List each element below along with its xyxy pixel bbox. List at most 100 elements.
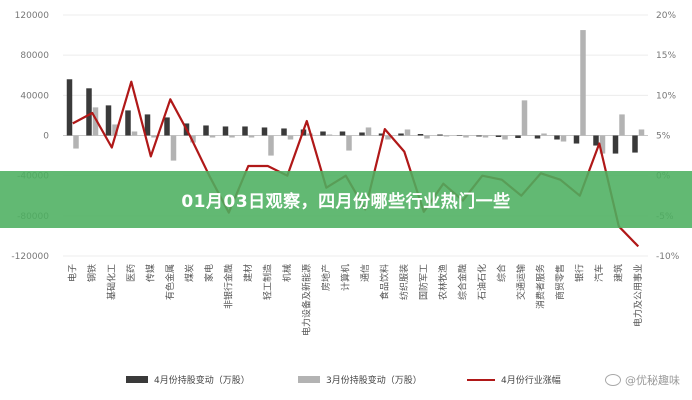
right-tick-label: -10% xyxy=(656,252,680,262)
x-tick-label: 交通运输 xyxy=(515,264,527,300)
april-bar xyxy=(613,136,619,154)
x-tick-label: 基础化工 xyxy=(105,264,117,300)
watermark: @优秘趣味 xyxy=(605,372,680,388)
march-bar xyxy=(619,114,625,135)
x-tick-label: 煤炭 xyxy=(183,264,195,282)
x-tick-label: 建材 xyxy=(242,264,254,282)
x-tick-label: 商贸零售 xyxy=(554,264,566,300)
march-bar xyxy=(639,129,645,135)
legend-item-march: 3月份持股变动（万股） xyxy=(298,373,422,386)
banner-title: 01月03日观察，四月份哪些行业热门一些 xyxy=(181,187,510,212)
april-bar xyxy=(340,131,346,135)
x-tick-label: 综合 xyxy=(495,264,507,282)
march-bar xyxy=(561,136,567,142)
april-bar xyxy=(496,136,502,138)
x-tick-label: 计算机 xyxy=(339,264,351,291)
march-bar xyxy=(366,127,372,135)
legend-swatch-april xyxy=(126,376,148,383)
eye-icon xyxy=(605,374,621,386)
left-tick-label: 80000 xyxy=(20,51,49,61)
march-bar xyxy=(288,136,294,140)
x-tick-label: 电子 xyxy=(66,264,78,282)
april-bar xyxy=(125,110,131,135)
march-bar xyxy=(541,133,547,135)
march-bar xyxy=(73,136,79,149)
legend-swatch-line xyxy=(467,379,495,381)
x-tick-label: 通信 xyxy=(359,264,371,282)
x-tick-label: 电力设备及新能源 xyxy=(300,264,312,336)
left-tick-label: -120000 xyxy=(11,252,49,262)
x-tick-label: 有色金属 xyxy=(164,264,176,300)
x-tick-label: 纺织服装 xyxy=(398,264,410,300)
march-bar xyxy=(268,136,274,156)
left-tick-label: 0 xyxy=(43,132,49,142)
march-bar xyxy=(249,136,255,138)
april-bar-series xyxy=(67,79,638,153)
april-bar xyxy=(632,136,638,153)
march-bar xyxy=(483,136,489,138)
legend-item-april: 4月份持股变动（万股） xyxy=(126,373,250,386)
x-tick-label: 建筑 xyxy=(612,264,624,282)
march-bar xyxy=(405,129,411,135)
right-tick-label: 5% xyxy=(656,132,671,142)
april-bar xyxy=(535,136,541,139)
x-tick-label: 综合金融 xyxy=(456,264,468,300)
april-bar xyxy=(574,136,580,144)
legend-swatch-march xyxy=(298,376,320,383)
x-tick-label: 消费者服务 xyxy=(534,264,546,309)
march-bar xyxy=(171,136,177,161)
march-bar xyxy=(424,136,430,139)
april-bar xyxy=(437,134,443,135)
x-tick-label: 机械 xyxy=(281,264,293,282)
april-bar xyxy=(67,79,73,135)
march-bar xyxy=(210,136,216,138)
watermark-text: @优秘趣味 xyxy=(625,372,680,388)
x-tick-label: 非银行金融 xyxy=(222,264,234,309)
march-bar xyxy=(346,136,352,151)
april-bar xyxy=(164,117,170,135)
x-tick-label: 医药 xyxy=(126,264,137,282)
x-tick-label: 房地产 xyxy=(320,264,332,291)
x-tick-label: 传媒 xyxy=(144,264,156,282)
april-bar xyxy=(515,136,521,139)
legend-label-march: 3月份持股变动（万股） xyxy=(326,373,422,386)
april-bar xyxy=(320,131,326,135)
march-bar xyxy=(444,136,450,137)
x-tick-label: 汽车 xyxy=(593,264,605,282)
legend-label-line: 4月份行业涨幅 xyxy=(501,373,561,386)
right-tick-label: 15% xyxy=(656,51,676,61)
march-bar xyxy=(132,131,138,135)
april-bar xyxy=(281,128,287,135)
march-bar xyxy=(580,30,586,135)
april-bar xyxy=(418,134,424,136)
left-tick-label: 120000 xyxy=(15,11,50,21)
april-bar xyxy=(476,136,482,137)
march-bar xyxy=(463,136,469,138)
left-tick-label: 40000 xyxy=(20,91,49,101)
x-tick-label: 家电 xyxy=(203,264,215,282)
march-bar xyxy=(229,136,235,138)
x-tick-label: 钢铁 xyxy=(86,264,98,282)
right-tick-label: 20% xyxy=(656,11,676,21)
april-bar xyxy=(203,125,209,135)
x-tick-label: 电力及公用事业 xyxy=(632,264,644,327)
legend-label-april: 4月份持股变动（万股） xyxy=(154,373,250,386)
x-tick-label: 食品饮料 xyxy=(378,264,390,300)
march-bar xyxy=(327,134,333,135)
april-bar xyxy=(359,132,365,135)
legend-item-line: 4月份行业涨幅 xyxy=(467,373,561,386)
march-bar xyxy=(151,136,157,138)
april-bar xyxy=(457,135,463,136)
april-bar xyxy=(262,127,268,135)
april-bar xyxy=(593,136,599,146)
april-bar xyxy=(106,105,112,135)
april-bar xyxy=(398,133,404,135)
x-tick-label: 石油石化 xyxy=(476,264,488,300)
right-tick-label: 10% xyxy=(656,91,676,101)
april-bar xyxy=(554,136,560,140)
x-axis-labels: 电子 钢铁 基础化工 医药 传媒 有色金属 煤炭 家电 非银行金融 建材 轻工制造 机械 电力设备及新能… xyxy=(66,264,644,336)
march-bar xyxy=(522,100,528,135)
x-tick-label: 农林牧渔 xyxy=(437,264,449,300)
april-bar xyxy=(223,126,229,135)
april-bar xyxy=(86,88,92,135)
